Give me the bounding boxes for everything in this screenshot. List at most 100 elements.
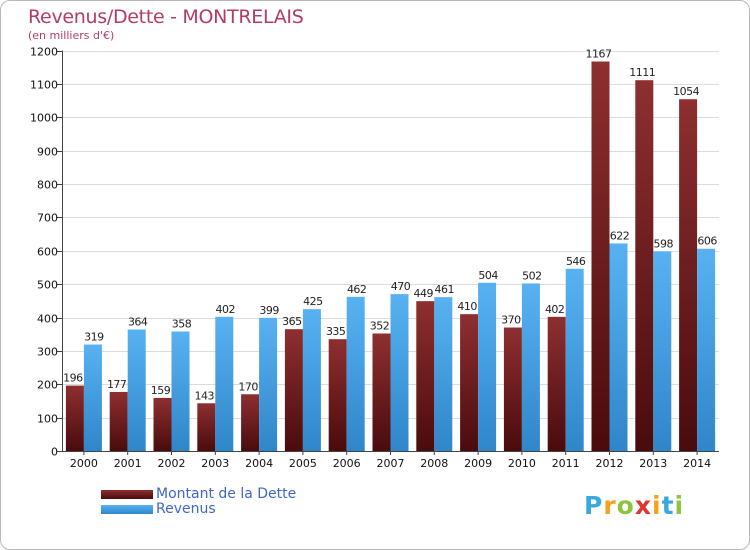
bar-revenue xyxy=(215,316,234,451)
bar-debt xyxy=(197,403,216,451)
data-label-debt: 335 xyxy=(326,325,346,338)
bar-revenue xyxy=(565,268,584,451)
bar-revenue xyxy=(346,296,365,451)
logo-letter: r xyxy=(603,491,617,520)
y-tick-label: 1000 xyxy=(30,112,58,125)
x-tick-label: 2014 xyxy=(683,457,711,470)
bar-debt xyxy=(503,327,522,451)
legend-label-revenue: Revenus xyxy=(156,501,216,517)
data-label-revenue: 598 xyxy=(654,237,674,250)
data-label-revenue: 399 xyxy=(259,304,279,317)
bar-debt xyxy=(372,333,391,451)
x-tick-label: 2009 xyxy=(464,457,492,470)
bar-debt xyxy=(241,394,260,451)
data-label-revenue: 606 xyxy=(697,235,717,248)
data-label-debt: 143 xyxy=(195,389,215,402)
data-label-debt: 370 xyxy=(501,314,521,327)
y-tick-label: 200 xyxy=(37,379,58,392)
legend-swatch-revenue xyxy=(101,505,153,514)
logo-letter: x xyxy=(634,491,652,520)
data-label-revenue: 364 xyxy=(128,316,148,329)
bar-debt xyxy=(416,301,435,451)
x-tick-label: 2007 xyxy=(377,457,405,470)
data-label-debt: 365 xyxy=(282,315,302,328)
x-tick-label: 2001 xyxy=(114,457,142,470)
data-label-revenue: 319 xyxy=(84,331,104,344)
data-label-debt: 402 xyxy=(545,303,565,316)
logo-letter: t xyxy=(661,491,675,520)
bar-revenue xyxy=(302,309,321,451)
data-label-debt: 159 xyxy=(151,384,171,397)
logo-letter: i xyxy=(652,491,662,520)
bar-revenue xyxy=(127,329,146,451)
bar-revenue xyxy=(171,331,190,451)
data-label-revenue: 546 xyxy=(566,255,586,268)
bar-revenue xyxy=(697,248,716,451)
bar-debt xyxy=(547,316,566,451)
y-tick-label: 1100 xyxy=(30,79,58,92)
logo-letter: P xyxy=(584,491,604,520)
bar-revenue xyxy=(83,344,102,451)
x-tick-label: 2010 xyxy=(508,457,536,470)
data-label-revenue: 502 xyxy=(522,269,542,282)
bar-revenue xyxy=(609,243,628,451)
data-label-revenue: 504 xyxy=(478,269,498,282)
legend-label-debt: Montant de la Dette xyxy=(156,486,297,502)
data-label-revenue: 461 xyxy=(435,283,455,296)
bar-revenue xyxy=(521,283,540,451)
data-label-debt: 177 xyxy=(107,378,127,391)
bar-debt xyxy=(591,61,610,452)
data-label-revenue: 425 xyxy=(303,295,323,308)
x-tick-label: 2005 xyxy=(289,457,317,470)
bar-debt xyxy=(109,391,128,451)
data-label-debt: 196 xyxy=(63,372,83,385)
y-tick-label: 1200 xyxy=(30,46,58,59)
x-tick-label: 2006 xyxy=(333,457,361,470)
y-tick-label: 400 xyxy=(37,313,58,326)
x-tick-label: 2013 xyxy=(639,457,667,470)
x-tick-label: 2000 xyxy=(70,457,98,470)
data-label-revenue: 470 xyxy=(391,280,411,293)
x-tick-label: 2011 xyxy=(552,457,580,470)
logo-letter: o xyxy=(616,491,635,520)
y-tick-label: 100 xyxy=(37,413,58,426)
y-tick-label: 900 xyxy=(37,146,58,159)
data-label-debt: 449 xyxy=(414,287,434,300)
x-tick-label: 2008 xyxy=(420,457,448,470)
bar-revenue xyxy=(434,297,453,451)
data-label-revenue: 402 xyxy=(216,303,236,316)
x-tick-label: 2002 xyxy=(158,457,186,470)
data-label-debt: 1054 xyxy=(673,85,699,98)
legend-swatch-debt xyxy=(101,490,153,499)
bar-debt xyxy=(679,99,698,451)
bar-revenue xyxy=(478,282,497,451)
data-label-debt: 170 xyxy=(238,380,258,393)
y-tick-label: 0 xyxy=(51,446,58,459)
data-label-revenue: 462 xyxy=(347,283,367,296)
y-tick-label: 700 xyxy=(37,212,58,225)
x-tick-label: 2012 xyxy=(596,457,624,470)
bar-debt xyxy=(635,80,654,452)
y-tick-label: 300 xyxy=(37,346,58,359)
proxiti-logo: Proxiti xyxy=(584,491,684,520)
logo-letter: i xyxy=(674,491,685,520)
data-label-debt: 1111 xyxy=(629,66,655,79)
data-label-debt: 1167 xyxy=(586,48,612,61)
bar-debt xyxy=(460,314,479,451)
bar-debt xyxy=(328,339,347,451)
bar-revenue xyxy=(653,251,672,451)
x-tick-label: 2003 xyxy=(201,457,229,470)
data-label-revenue: 622 xyxy=(610,229,630,242)
bar-debt xyxy=(65,385,84,451)
chart-unit-label: (en milliers d'€) xyxy=(28,29,115,42)
bar-debt xyxy=(284,329,303,451)
data-label-debt: 410 xyxy=(457,300,477,313)
y-tick-label: 800 xyxy=(37,179,58,192)
y-tick-label: 500 xyxy=(37,279,58,292)
bar-revenue xyxy=(259,317,278,451)
data-label-revenue: 358 xyxy=(172,318,192,331)
data-label-debt: 352 xyxy=(370,320,390,333)
chart-title: Revenus/Dette - MONTRELAIS xyxy=(28,6,304,28)
